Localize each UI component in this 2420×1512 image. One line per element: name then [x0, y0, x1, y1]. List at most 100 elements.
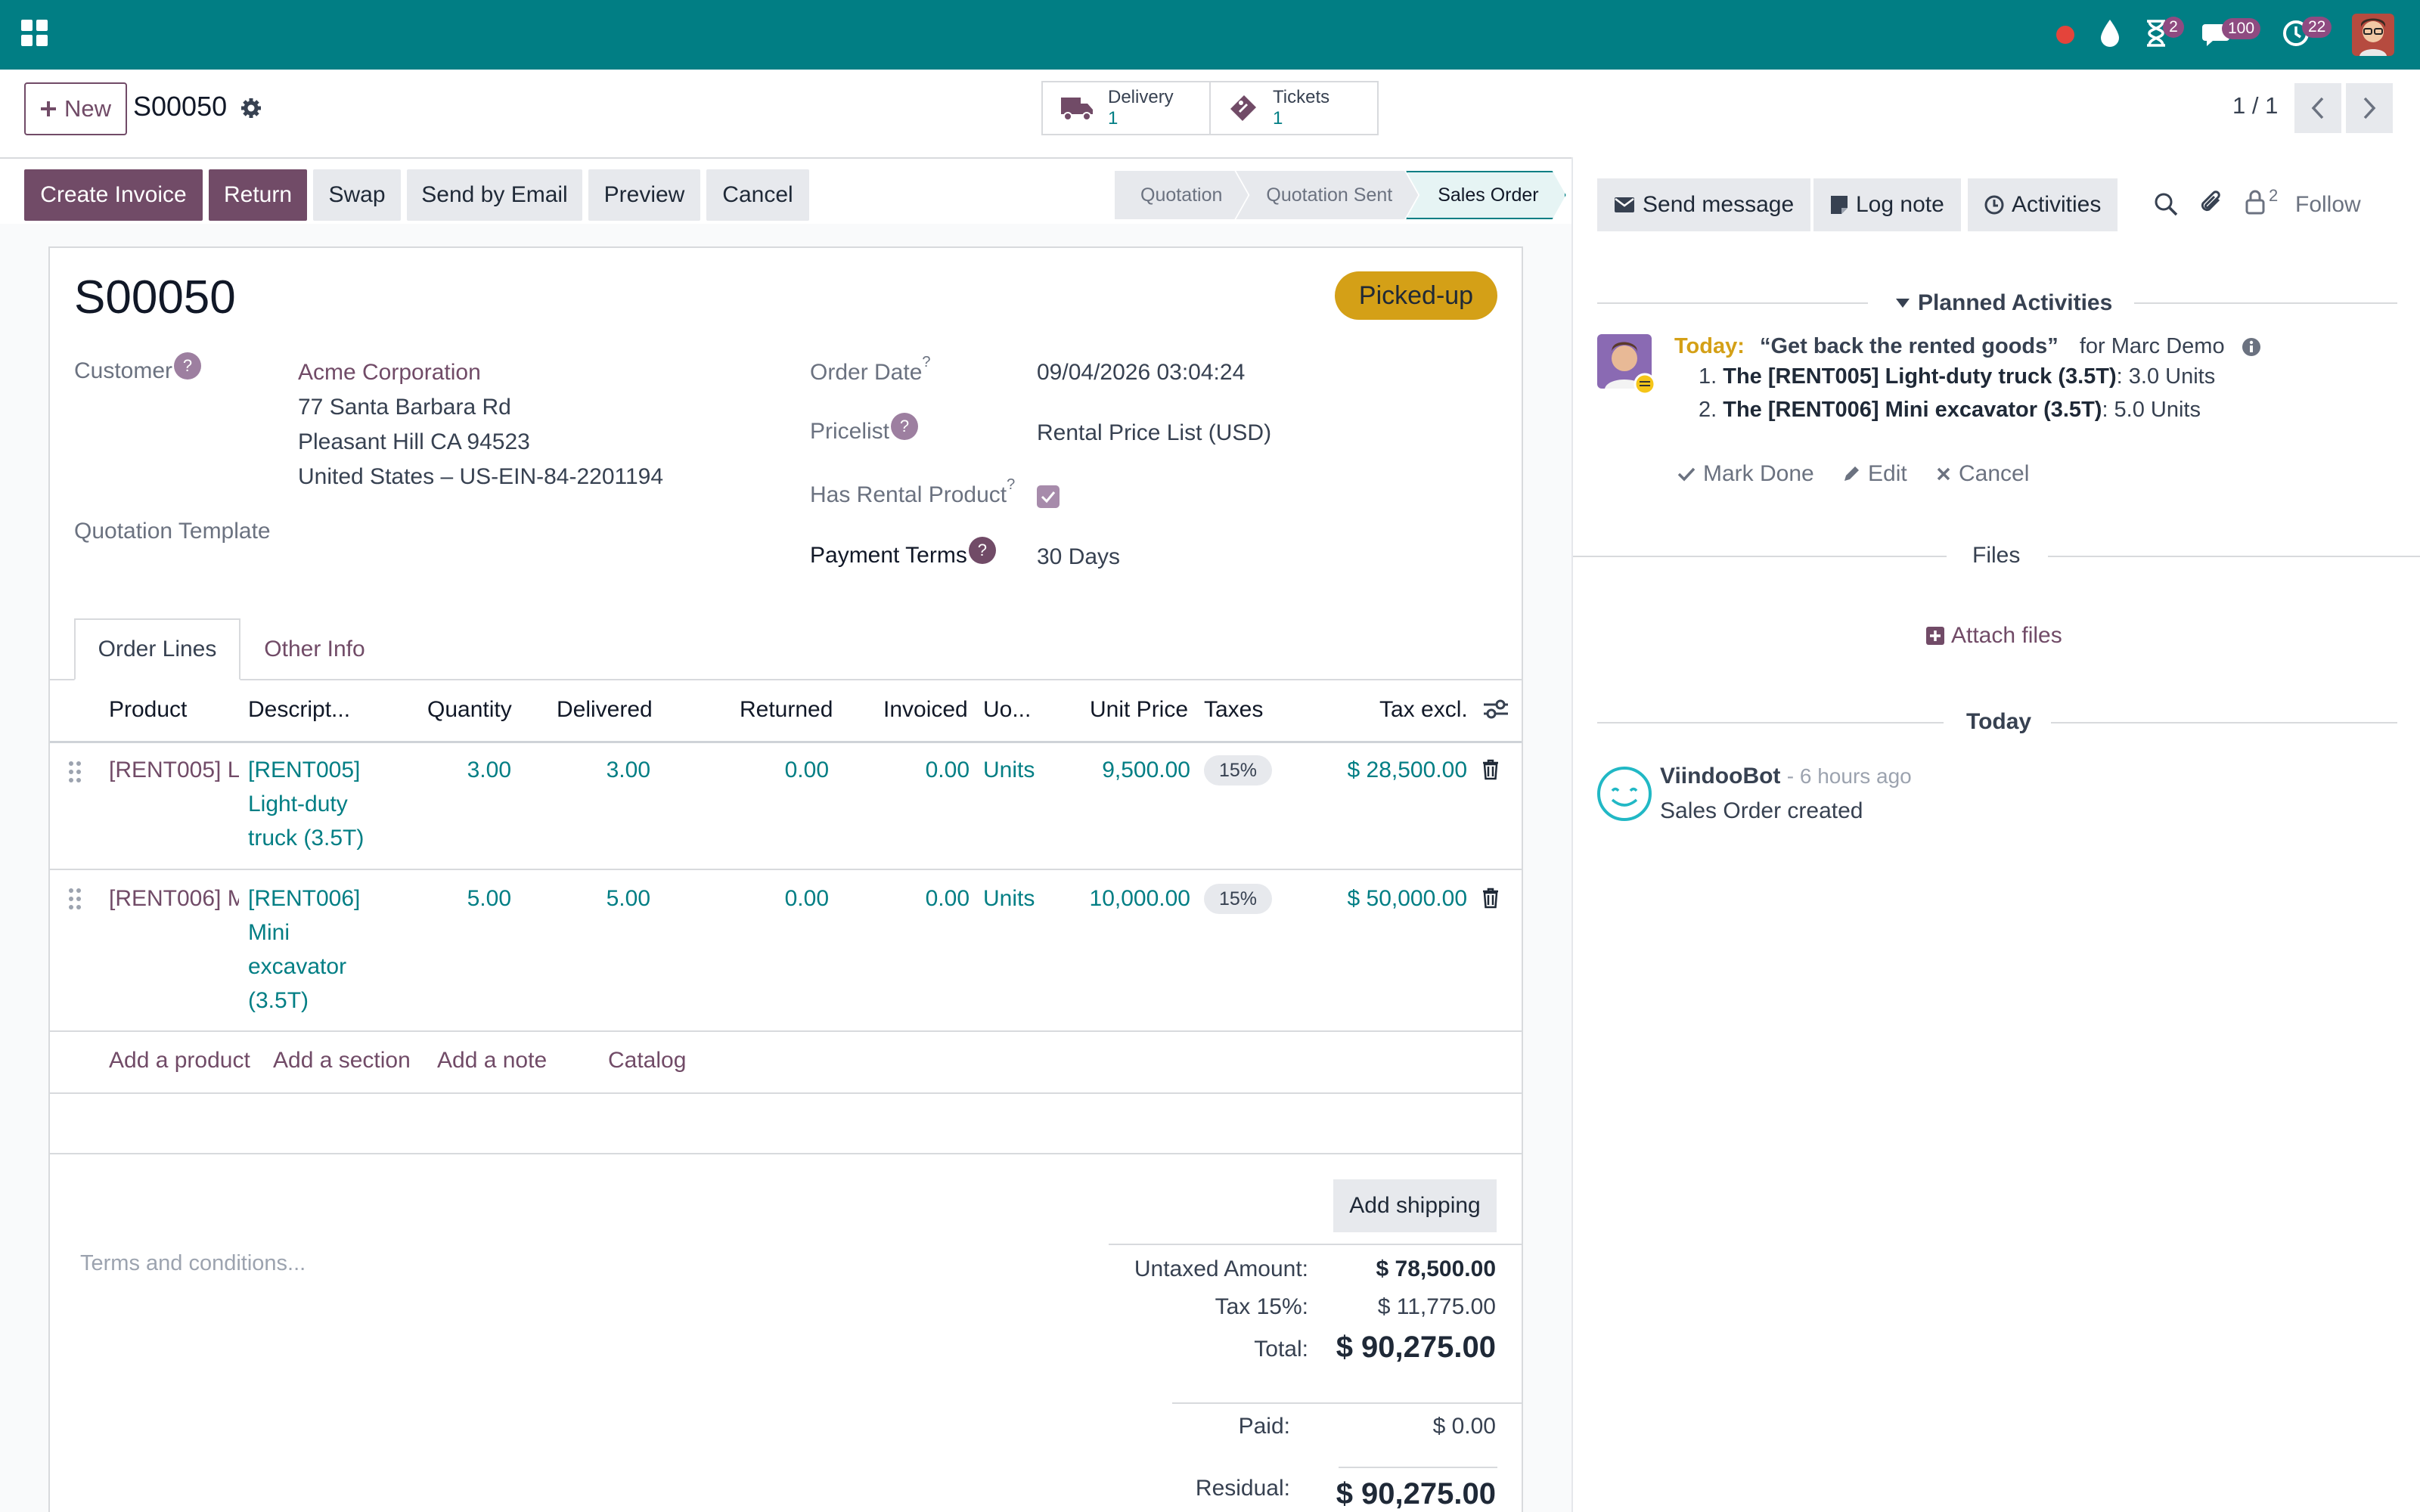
add-shipping-button[interactable]: Add shipping [1333, 1179, 1497, 1232]
activity-item-qty: : 3.0 Units [2116, 364, 2216, 389]
row-returned[interactable]: 0.00 [784, 758, 829, 782]
paid-amount: $ 0.00 [1432, 1414, 1496, 1439]
help-icon[interactable]: ? [891, 413, 919, 440]
activities-button[interactable]: Activities [1968, 178, 2118, 231]
col-delivered[interactable]: Delivered [557, 697, 653, 722]
col-unit-price[interactable]: Unit Price [1090, 697, 1189, 722]
edit-activity-button[interactable]: Edit [1842, 461, 1907, 487]
add-product-link[interactable]: Add a product [109, 1048, 250, 1073]
message-author[interactable]: ViindooBot [1660, 764, 1781, 789]
col-quantity[interactable]: Quantity [427, 697, 512, 722]
pager-prev-button[interactable] [2294, 83, 2341, 133]
activity-item-qty: : 5.0 Units [2102, 398, 2201, 422]
activities-badge: 2 [2163, 17, 2184, 38]
paperclip-icon[interactable] [2199, 189, 2225, 216]
tickets-smart-button[interactable]: Tickets 1 [1209, 82, 1377, 134]
stage-sales-order[interactable]: Sales Order [1406, 171, 1565, 219]
trash-icon[interactable] [1482, 759, 1499, 780]
row-unit-price[interactable]: 10,000.00 [1089, 886, 1190, 911]
activity-item: 1. The [RENT005] Light-duty truck (3.5T)… [1699, 364, 2215, 389]
send-message-button[interactable]: Send message [1597, 178, 1811, 231]
row-tax-badge[interactable]: 15% [1204, 884, 1272, 914]
mark-done-button[interactable]: Mark Done [1677, 461, 1814, 487]
new-button[interactable]: New [24, 82, 127, 135]
order-reference: S00050 [74, 271, 236, 324]
has-rental-checkbox[interactable] [1037, 485, 1060, 508]
row-quantity[interactable]: 3.00 [467, 758, 511, 782]
col-taxes[interactable]: Taxes [1204, 697, 1264, 722]
row-product[interactable]: [RENT006] M [109, 886, 239, 911]
add-section-link[interactable]: Add a section [273, 1048, 411, 1073]
swap-button[interactable]: Swap [313, 169, 401, 221]
terms-input[interactable]: Terms and conditions... [80, 1251, 306, 1275]
log-note-button[interactable]: Log note [1813, 178, 1961, 231]
drag-handle-icon[interactable] [68, 888, 82, 910]
catalog-link[interactable]: Catalog [608, 1048, 687, 1073]
help-icon[interactable]: ? [968, 537, 996, 564]
planned-activities-toggle[interactable]: Planned Activities [1895, 290, 2112, 316]
help-icon[interactable]: ? [922, 354, 931, 370]
chevron-left-icon [2311, 97, 2324, 119]
column-settings-icon[interactable] [1482, 697, 1509, 721]
row-uom[interactable]: Units [983, 886, 1035, 911]
row-divider [50, 1030, 1522, 1032]
pricelist-value[interactable]: Rental Price List (USD) [1037, 420, 1272, 445]
row-quantity[interactable]: 5.00 [467, 886, 511, 911]
row-returned[interactable]: 0.00 [784, 886, 829, 911]
address-line-1: 77 Santa Barbara Rd [298, 395, 511, 420]
followers-button[interactable]: 2 [2245, 186, 2278, 215]
add-note-link[interactable]: Add a note [437, 1048, 548, 1073]
row-description[interactable]: [RENT005] Light-duty truck (3.5T) [248, 753, 364, 855]
order-date-value[interactable]: 09/04/2026 03:04:24 [1037, 360, 1246, 385]
section-divider [2134, 302, 2397, 304]
row-delivered[interactable]: 3.00 [606, 758, 650, 782]
stage-quotation-sent[interactable]: Quotation Sent [1236, 171, 1418, 219]
clock-icon[interactable]: 22 [2282, 17, 2332, 47]
attach-files-button[interactable]: Attach files [1925, 623, 2062, 649]
drag-handle-icon[interactable] [68, 761, 82, 783]
col-product[interactable]: Product [109, 697, 188, 722]
row-invoiced[interactable]: 0.00 [925, 886, 970, 911]
send-by-email-button[interactable]: Send by Email [407, 169, 582, 221]
delivery-smart-button[interactable]: Delivery 1 [1043, 82, 1209, 134]
col-invoiced[interactable]: Invoiced [883, 697, 968, 722]
stage-quotation[interactable]: Quotation [1115, 171, 1248, 219]
tab-order-lines[interactable]: Order Lines [74, 618, 240, 680]
trash-icon[interactable] [1482, 888, 1499, 909]
customer-name-link[interactable]: Acme Corporation [298, 360, 481, 385]
row-description[interactable]: [RENT006] Mini excavator (3.5T) [248, 881, 360, 1018]
row-tax-badge[interactable]: 15% [1204, 755, 1272, 785]
col-returned[interactable]: Returned [740, 697, 833, 722]
create-invoice-button[interactable]: Create Invoice [24, 169, 203, 221]
cancel-activity-button[interactable]: Cancel [1936, 461, 2029, 487]
gear-icon[interactable] [240, 98, 262, 119]
row-delivered[interactable]: 5.00 [606, 886, 650, 911]
hourglass-icon[interactable]: 2 [2145, 17, 2184, 47]
info-icon[interactable] [2242, 337, 2261, 357]
droplet-icon[interactable] [2099, 18, 2121, 48]
row-product[interactable]: [RENT005] Li [109, 758, 239, 782]
help-icon[interactable]: ? [1007, 476, 1016, 493]
tab-other-info[interactable]: Other Info [264, 637, 365, 662]
user-avatar[interactable] [2352, 14, 2394, 56]
cancel-order-button[interactable]: Cancel [706, 169, 809, 221]
pager-next-button[interactable] [2346, 83, 2393, 133]
preview-button[interactable]: Preview [588, 169, 700, 221]
return-button[interactable]: Return [209, 169, 307, 221]
col-tax-excl[interactable]: Tax excl. [1379, 697, 1468, 722]
message-body: Sales Order created [1660, 798, 1863, 823]
customer-label: Customer? [74, 352, 202, 386]
col-uom[interactable]: Uo... [983, 697, 1032, 722]
chat-icon[interactable]: 100 [2202, 18, 2261, 47]
pager-value[interactable]: 1 / 1 [2232, 92, 2279, 119]
row-unit-price[interactable]: 9,500.00 [1102, 758, 1190, 782]
record-dot-icon[interactable] [2055, 25, 2075, 45]
help-icon[interactable]: ? [174, 352, 202, 380]
col-description[interactable]: Descript... [248, 697, 351, 722]
search-icon[interactable] [2154, 192, 2178, 216]
row-invoiced[interactable]: 0.00 [925, 758, 970, 782]
follow-button[interactable]: Follow [2295, 192, 2361, 217]
apps-grid-icon[interactable] [21, 20, 48, 47]
payment-terms-value[interactable]: 30 Days [1037, 544, 1121, 569]
row-uom[interactable]: Units [983, 758, 1035, 782]
